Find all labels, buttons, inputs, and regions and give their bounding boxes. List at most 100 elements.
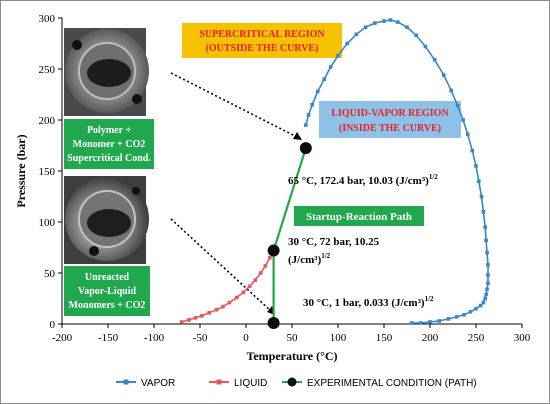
liquid-point-10 bbox=[247, 284, 252, 289]
y-tick-label-5: 250 bbox=[39, 64, 56, 76]
series-vapor bbox=[304, 18, 490, 325]
unreacted-line3: Monomers + CO2 bbox=[69, 300, 146, 311]
annotation-mid-point-line2: (J/cm³)1/2 bbox=[288, 252, 331, 266]
vapor-point-47 bbox=[409, 321, 414, 325]
lv-line2: (INSIDE THE CURVE) bbox=[339, 123, 441, 134]
vapor-point-4 bbox=[322, 77, 326, 81]
vapor-point-26 bbox=[479, 194, 484, 199]
vapor-point-41 bbox=[462, 313, 466, 317]
vapor-point-45 bbox=[428, 320, 432, 324]
vapor-point-9 bbox=[363, 25, 368, 29]
polymer-line3: Supercritical Cond. bbox=[67, 153, 151, 164]
x-tick-label-1: -150 bbox=[98, 332, 119, 344]
vapor-point-10 bbox=[373, 21, 377, 25]
vapor-point-18 bbox=[442, 73, 446, 77]
series-liquid bbox=[179, 255, 272, 324]
y-tick-label-0: 0 bbox=[50, 319, 56, 331]
vapor-point-16 bbox=[423, 44, 428, 49]
vapor-point-11 bbox=[382, 19, 386, 23]
unreacted-line2: Vapor-Liquid bbox=[78, 286, 137, 297]
y-tick-label-3: 150 bbox=[39, 166, 56, 178]
supercritical-box: SUPERCRITICAL REGION (OUTSIDE THE CURVE) bbox=[182, 23, 342, 58]
startup-path-box: Startup-Reaction Path bbox=[294, 206, 424, 226]
vapor-point-42 bbox=[454, 315, 459, 319]
annotation-low-point: 30 °C, 1 bar, 0.033 (J/cm³)1/2 bbox=[303, 295, 434, 309]
liquid-point-0 bbox=[179, 320, 184, 324]
series-path bbox=[267, 142, 312, 329]
liquid-point-14 bbox=[268, 255, 272, 260]
vapor-point-46 bbox=[419, 321, 423, 325]
legend-path-label: EXPERIMENTAL CONDITION (PATH) bbox=[307, 378, 477, 389]
vapor-point-36 bbox=[483, 296, 487, 301]
vapor-line bbox=[305, 19, 489, 324]
vapor-point-6 bbox=[336, 53, 340, 58]
vapor-point-43 bbox=[446, 317, 451, 321]
polymer-box: Polymer + Monomer + CO2 Supercritical Co… bbox=[64, 119, 154, 169]
reactor-photo-top bbox=[64, 28, 149, 116]
startup-path-label: Startup-Reaction Path bbox=[306, 211, 412, 223]
legend-vapor: VAPOR bbox=[116, 378, 175, 389]
vapor-point-15 bbox=[414, 33, 418, 38]
vapor-point-14 bbox=[405, 25, 409, 29]
vapor-point-31 bbox=[486, 263, 490, 267]
x-tick-label-0: -200 bbox=[52, 332, 73, 344]
liquid-point-11 bbox=[253, 278, 257, 282]
vapor-point-30 bbox=[485, 250, 489, 255]
vapor-point-44 bbox=[437, 319, 441, 323]
vapor-point-20 bbox=[455, 103, 460, 108]
vapor-point-2 bbox=[310, 102, 315, 107]
x-tick-label-8: 200 bbox=[422, 332, 439, 344]
liquid-point-2 bbox=[193, 316, 198, 320]
y-axis-title: Pressure (bar) bbox=[14, 134, 28, 207]
legend-path: EXPERIMENTAL CONDITION (PATH) bbox=[282, 377, 477, 389]
vapor-point-21 bbox=[461, 118, 465, 122]
vapor-point-28 bbox=[483, 225, 487, 229]
vapor-point-32 bbox=[486, 273, 490, 277]
x-axis-title: Temperature (°C) bbox=[246, 349, 337, 363]
vapor-point-39 bbox=[474, 306, 478, 311]
vapor-point-1 bbox=[306, 113, 311, 117]
liquid-point-7 bbox=[227, 300, 232, 305]
polymer-line2: Monomer + CO2 bbox=[73, 139, 146, 150]
arrow-bottom bbox=[170, 218, 275, 315]
vapor-point-29 bbox=[484, 238, 488, 243]
vapor-point-3 bbox=[315, 89, 320, 94]
liquid-point-4 bbox=[207, 310, 211, 315]
y-tick-label-1: 50 bbox=[44, 268, 56, 280]
x-tick-label-10: 300 bbox=[514, 332, 531, 344]
arrow-top bbox=[170, 72, 302, 140]
liquid-point-8 bbox=[235, 295, 239, 300]
annotation-mid-point-line1: 30 °C, 72 bar, 10.25 bbox=[288, 236, 380, 248]
vapor-point-27 bbox=[481, 210, 486, 214]
liquid-vapor-box: LIQUID-VAPOR REGION (INSIDE THE CURVE) bbox=[319, 101, 461, 138]
vapor-point-8 bbox=[354, 32, 359, 37]
vapor-point-5 bbox=[328, 65, 333, 69]
legend-liquid: LIQUID bbox=[209, 378, 267, 389]
x-tick-label-5: 50 bbox=[287, 332, 299, 344]
vapor-point-24 bbox=[474, 164, 478, 168]
vapor-point-17 bbox=[432, 58, 437, 62]
liquid-point-5 bbox=[214, 307, 219, 312]
vapor-point-12 bbox=[388, 18, 393, 22]
legend-liquid-label: LIQUID bbox=[234, 378, 267, 389]
vapor-point-38 bbox=[478, 303, 483, 308]
unreacted-line1: Unreacted bbox=[85, 272, 130, 283]
x-tick-label-4: 0 bbox=[243, 332, 249, 344]
legend: VAPOR LIQUID EXPERIMENTAL CONDITION (PAT… bbox=[116, 377, 477, 389]
vapor-point-22 bbox=[465, 132, 470, 137]
polymer-line1: Polymer + bbox=[87, 125, 131, 136]
x-tick-label-9: 250 bbox=[468, 332, 485, 344]
vapor-point-25 bbox=[476, 179, 481, 183]
vapor-point-7 bbox=[345, 41, 349, 46]
legend-vapor-label: VAPOR bbox=[141, 378, 175, 389]
liquid-point-9 bbox=[241, 290, 246, 295]
x-tick-label-7: 150 bbox=[376, 332, 393, 344]
supercritical-line2: (OUTSIDE THE CURVE) bbox=[206, 43, 319, 54]
vapor-point-34 bbox=[485, 287, 489, 292]
liquid-line bbox=[181, 257, 271, 323]
vapor-point-23 bbox=[470, 148, 475, 153]
y-tick-label-2: 100 bbox=[39, 217, 56, 229]
supercritical-line1: SUPERCRITICAL REGION bbox=[199, 29, 325, 40]
